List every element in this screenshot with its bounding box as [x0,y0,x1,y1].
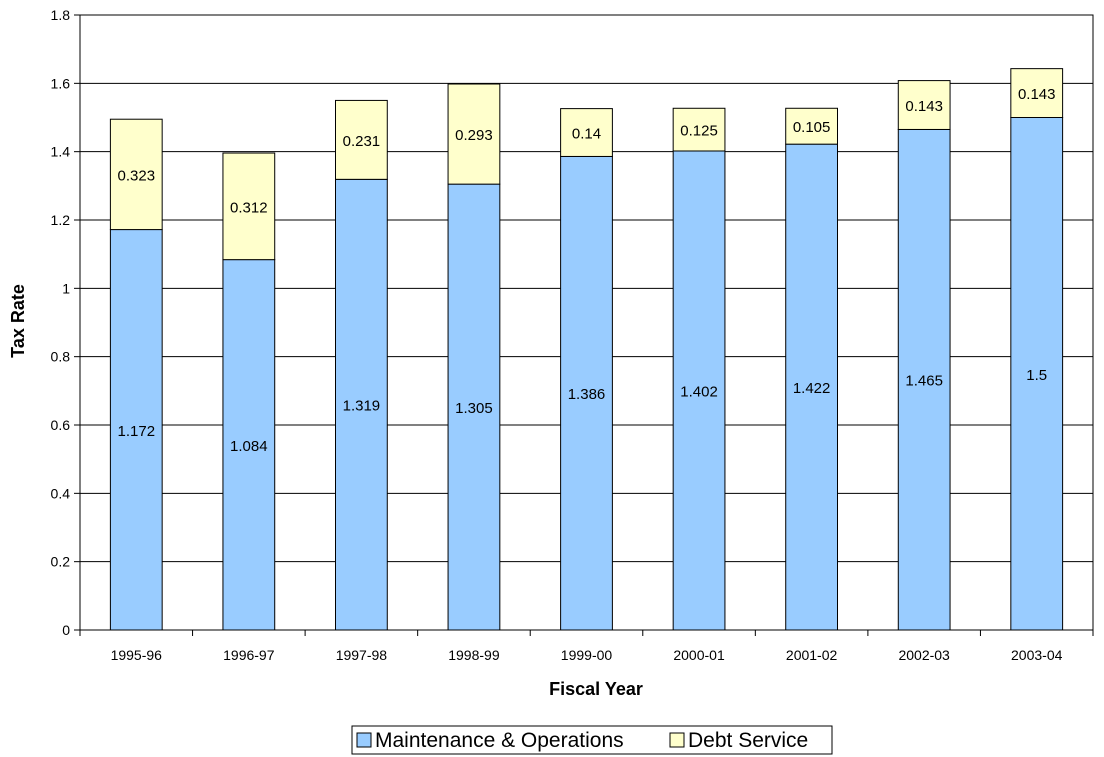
y-tick-label: 0.4 [51,485,71,501]
y-tick-label: 1 [62,280,70,296]
legend-swatch-debt-service [669,732,685,748]
data-label-maintenance: 1.084 [230,438,268,455]
data-label-debt-service: 0.312 [230,199,268,216]
bar-maintenance-1999-00 [560,155,613,631]
data-label-maintenance: 1.5 [1026,367,1047,384]
bar-debt-service-1996-97 [222,152,276,261]
bar-series [109,68,1064,631]
x-tick-label: 1999-00 [561,647,613,663]
x-tick-label: 1996-97 [223,647,275,663]
legend-label-maintenance: Maintenance & Operations [375,729,624,752]
data-label-maintenance: 1.172 [118,423,156,440]
x-tick-label: 1995-96 [111,647,163,663]
bar-debt-service-1998-99 [447,83,501,185]
x-axis-title: Fiscal Year [549,679,643,699]
bar-debt-service-2002-03 [897,80,951,130]
y-tick-label: 0.8 [51,349,71,365]
data-label-maintenance: 1.386 [568,386,606,403]
bar-maintenance-2002-03 [897,128,951,631]
data-label-maintenance: 1.305 [455,400,493,417]
y-tick-label: 1.2 [51,212,71,228]
y-tick-label: 1.8 [51,7,71,23]
data-label-debt-service: 0.143 [1018,86,1056,103]
bar-debt-service-2000-01 [672,107,726,152]
bar-maintenance-2000-01 [672,150,726,631]
x-tick-label: 2003-04 [1011,647,1063,663]
x-tick-label: 2000-01 [673,647,725,663]
y-tick-label: 1.4 [51,144,71,160]
bar-debt-service-1995-96 [109,118,163,231]
legend-box [351,725,833,755]
legend-label-debt-service: Debt Service [688,729,808,752]
data-labels: 1.172 0.323 1.084 0.312 1.319 0.231 1.305 0.293… [118,86,1056,455]
bar-maintenance-1995-96 [109,229,163,631]
y-tick-label: 0.6 [51,417,71,433]
y-tick-label: 1.6 [51,75,71,91]
x-tick-label: 1998-99 [448,647,500,663]
data-label-debt-service: 0.293 [455,127,493,144]
x-tick-label: 1997-98 [336,647,388,663]
bar-debt-service-2001-02 [785,107,838,145]
bar-maintenance-1998-99 [447,183,501,631]
data-label-debt-service: 0.14 [572,126,601,143]
x-tick-labels: 1995-96 1996-97 1997-98 1998-99 1999-00 2000-… [79,630,1094,663]
data-label-debt-service: 0.323 [118,167,156,184]
data-label-maintenance: 1.402 [680,383,718,400]
legend-swatch-maintenance [356,732,372,748]
bar-maintenance-1997-98 [335,178,388,631]
data-label-debt-service: 0.105 [793,119,831,136]
x-tick-label: 2001-02 [786,647,838,663]
data-label-maintenance: 1.422 [793,380,831,397]
data-label-debt-service: 0.125 [680,123,718,140]
bar-maintenance-2001-02 [785,143,838,631]
y-axis-title: Tax Rate [8,284,28,358]
bar-debt-service-1999-00 [560,108,613,157]
x-tick-label: 2002-03 [898,647,950,663]
y-tick-label: 0.2 [51,554,71,570]
data-label-maintenance: 1.319 [343,398,381,415]
y-tick-labels: 0 0.2 0.4 0.6 0.8 1 1.2 1.4 1.6 1.8 [51,7,80,638]
bar-debt-service-1997-98 [335,99,388,180]
data-label-debt-service: 0.143 [905,98,943,115]
y-tick-label: 0 [62,622,70,638]
data-label-maintenance: 1.465 [905,373,943,390]
bar-debt-service-2003-04 [1010,68,1064,119]
legend: Maintenance & Operations Debt Service [351,725,833,755]
data-label-debt-service: 0.231 [343,133,381,150]
